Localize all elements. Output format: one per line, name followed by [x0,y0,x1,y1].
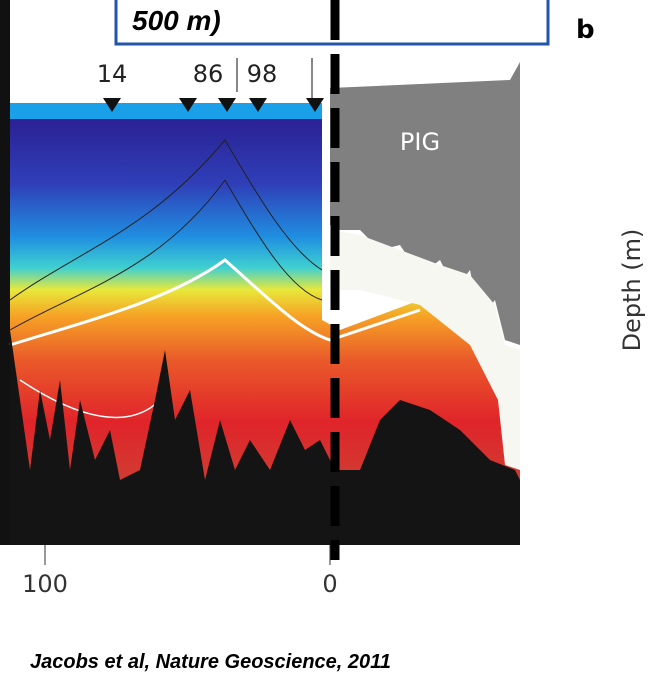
x-tick-label: 100 [22,570,68,598]
x-tick-label: 0 [322,570,337,598]
isoline-white [9,258,421,347]
ice-shelf-label: PIG [400,128,440,156]
surface-layer [10,103,322,119]
header-text: 500 m) [132,5,221,36]
isoline [9,139,323,301]
ice-shelf [330,62,520,345]
citation: Jacobs et al, Nature Geoscience, 2011 [30,651,391,673]
isoline [9,179,323,331]
y-axis-label: Depth (m) [618,229,646,352]
station-markers [103,98,324,112]
left-edge [0,0,10,545]
station-label: 14 [97,60,128,88]
seafloor [10,330,520,545]
station-label: 86 [193,60,224,88]
station-label: 98 [247,60,278,88]
panel-label: b [576,15,595,45]
ice-underside [330,230,520,470]
